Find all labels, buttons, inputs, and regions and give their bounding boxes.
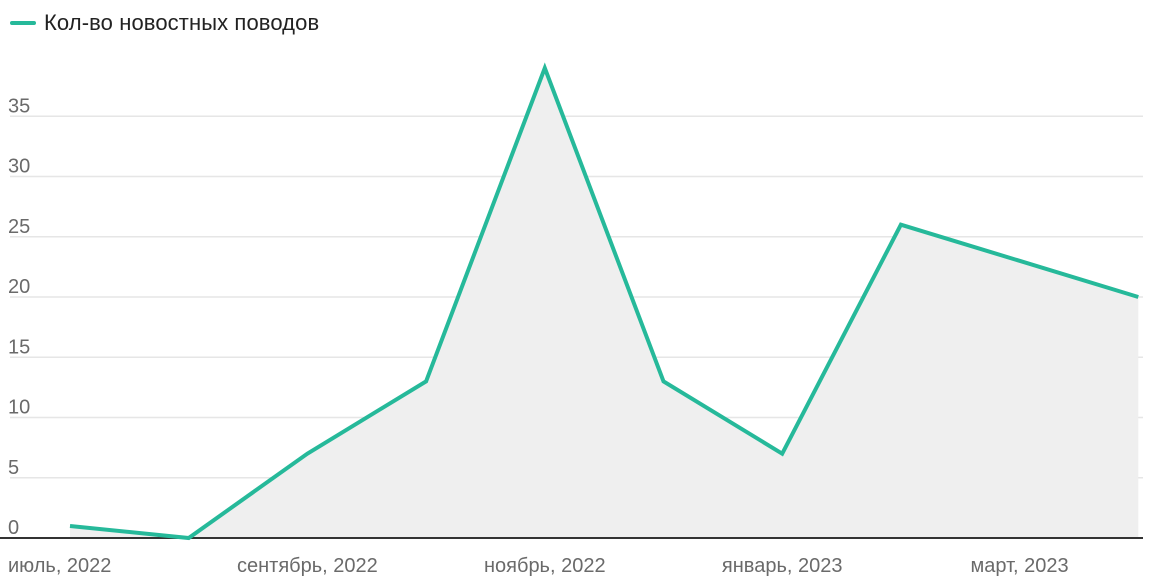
chart-legend: Кол-во новостных поводов: [10, 8, 319, 38]
data-point: [424, 379, 428, 383]
data-point: [780, 452, 784, 456]
y-tick-label: 0: [8, 517, 19, 539]
x-tick-label: март, 2023: [971, 555, 1069, 577]
y-tick-label: 35: [8, 95, 30, 117]
y-tick-label: 5: [8, 457, 19, 479]
x-tick-label: июль, 2022: [8, 555, 111, 577]
x-tick-label: сентябрь, 2022: [237, 555, 378, 577]
y-tick-label: 25: [8, 216, 30, 238]
data-point: [187, 536, 191, 540]
x-tick-label: январь, 2023: [722, 555, 843, 577]
y-tick-label: 30: [8, 156, 30, 178]
y-tick-label: 20: [8, 276, 30, 298]
series-area: [70, 68, 1139, 539]
x-tick-label: ноябрь, 2022: [484, 555, 606, 577]
data-point: [543, 66, 547, 70]
legend-swatch: [10, 21, 36, 25]
data-point: [899, 223, 903, 227]
legend-label: Кол-во новостных поводов: [44, 10, 320, 35]
y-tick-label: 10: [8, 397, 30, 419]
data-point: [68, 524, 72, 528]
data-point: [305, 452, 309, 456]
data-point: [662, 379, 666, 383]
y-tick-label: 15: [8, 336, 30, 358]
data-point: [1018, 259, 1022, 263]
series-line: [69, 62, 1139, 541]
data-point: [1136, 295, 1140, 299]
